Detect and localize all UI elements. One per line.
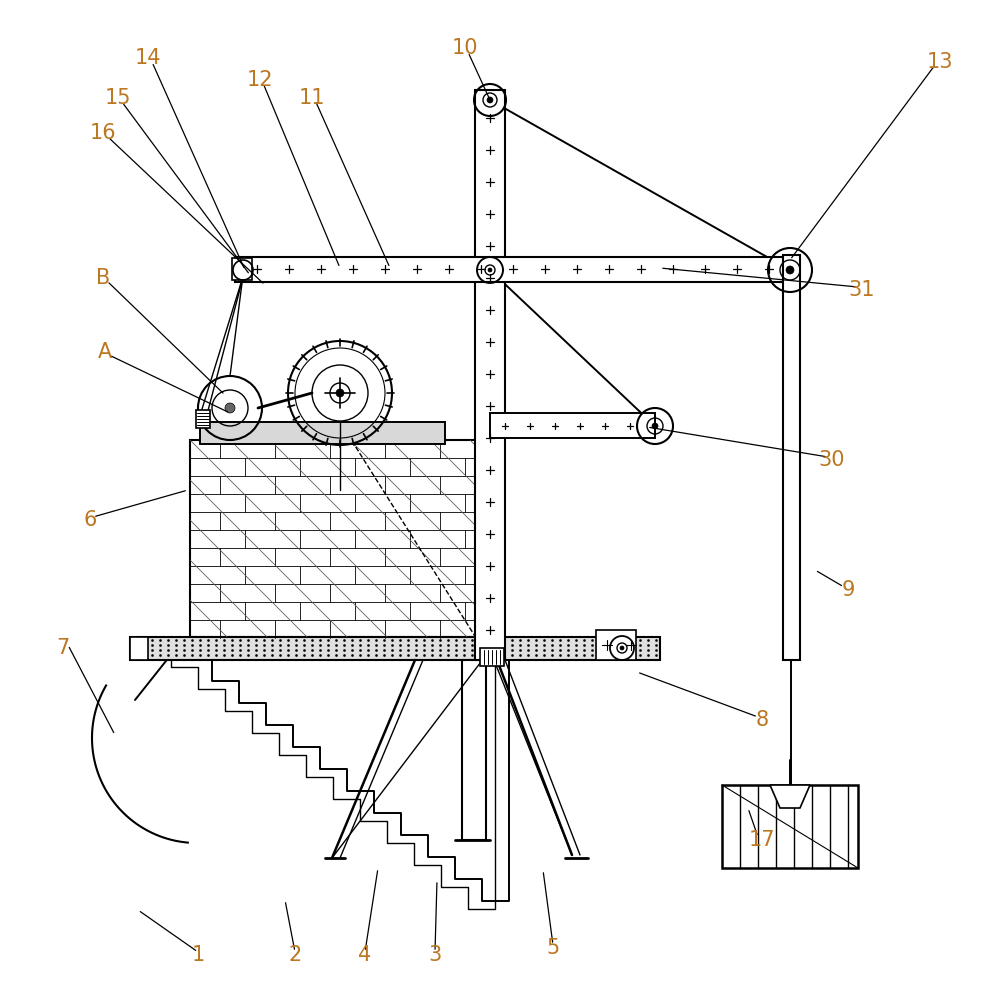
Bar — [783, 255, 800, 660]
Bar — [462, 660, 486, 840]
Text: 3: 3 — [428, 945, 442, 965]
Circle shape — [488, 268, 492, 272]
Circle shape — [336, 389, 344, 397]
Polygon shape — [770, 785, 810, 808]
Circle shape — [225, 403, 235, 413]
Text: B: B — [96, 268, 110, 288]
Bar — [596, 630, 636, 660]
Text: 13: 13 — [927, 52, 953, 72]
Text: 6: 6 — [83, 510, 97, 530]
Circle shape — [620, 646, 624, 650]
Text: 1: 1 — [191, 945, 205, 965]
Text: 11: 11 — [299, 88, 325, 108]
Text: 17: 17 — [749, 830, 775, 850]
Bar — [480, 648, 504, 666]
Bar — [200, 422, 445, 444]
Text: 10: 10 — [452, 38, 478, 58]
Text: 9: 9 — [841, 580, 855, 600]
Bar — [475, 90, 505, 660]
Text: 5: 5 — [546, 938, 560, 958]
Circle shape — [786, 266, 794, 274]
Bar — [130, 637, 148, 660]
Text: A: A — [98, 342, 112, 362]
Bar — [130, 637, 660, 660]
Bar — [190, 440, 490, 637]
Text: 31: 31 — [849, 280, 875, 300]
Bar — [490, 413, 655, 438]
Text: 8: 8 — [755, 710, 769, 730]
Circle shape — [487, 97, 493, 103]
Text: 2: 2 — [288, 945, 302, 965]
Text: 16: 16 — [90, 123, 116, 143]
Text: 4: 4 — [358, 945, 372, 965]
Text: 12: 12 — [247, 70, 273, 90]
Text: 15: 15 — [105, 88, 131, 108]
Bar — [235, 257, 790, 282]
Text: 30: 30 — [819, 450, 845, 470]
Bar — [196, 410, 210, 428]
Text: 7: 7 — [56, 638, 70, 658]
Bar — [722, 785, 858, 868]
Text: 14: 14 — [135, 48, 161, 68]
Bar — [232, 258, 252, 280]
Circle shape — [652, 423, 658, 429]
